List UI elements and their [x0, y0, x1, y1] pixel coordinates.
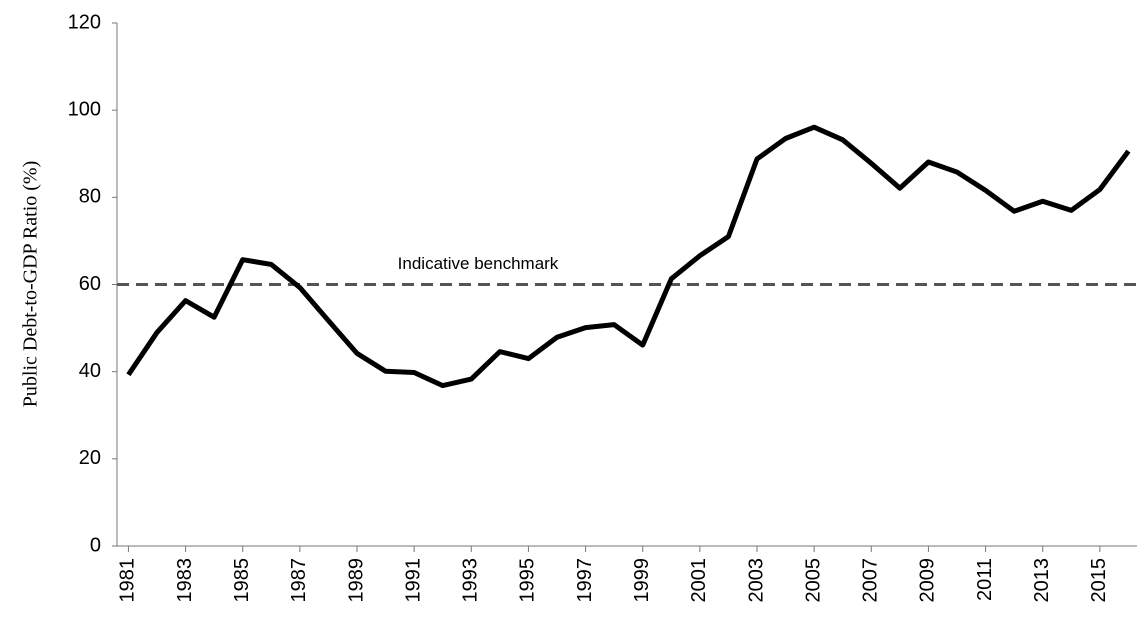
y-tick-label: 60: [79, 273, 101, 295]
x-tick-label: 1985: [231, 558, 253, 603]
x-tick-label: 1983: [174, 558, 196, 603]
x-tick-label: 1999: [631, 558, 653, 603]
x-tick-label: 2005: [802, 558, 824, 603]
x-tick-label: 1987: [288, 558, 310, 603]
x-tick-label: 2013: [1031, 558, 1053, 603]
x-tick-label: 1993: [460, 558, 482, 603]
x-tick-label: 1995: [517, 558, 539, 603]
y-tick-label: 120: [68, 11, 101, 33]
y-axis-label: Public Debt-to-GDP Ratio (%): [20, 161, 42, 407]
x-tick-label: 1981: [117, 558, 139, 603]
x-tick-label: 2007: [860, 558, 882, 603]
x-tick-label: 1991: [402, 558, 424, 603]
x-tick-label: 1997: [574, 558, 596, 603]
y-tick-label: 80: [79, 186, 101, 208]
x-tick-label: 2001: [688, 558, 710, 603]
y-tick-label: 0: [90, 534, 101, 556]
y-tick-label: 20: [79, 447, 101, 469]
data-line: [126, 124, 1131, 389]
y-tick-label: 100: [68, 98, 101, 120]
benchmark-label: Indicative benchmark: [398, 254, 559, 273]
x-tick-label: 2011: [974, 558, 996, 601]
x-tick-label: 1989: [345, 558, 367, 603]
x-tick-label: 2003: [745, 558, 767, 603]
x-tick-label: 2015: [1088, 558, 1110, 603]
y-tick-label: 40: [79, 360, 101, 382]
x-tick-label: 2009: [917, 558, 939, 603]
